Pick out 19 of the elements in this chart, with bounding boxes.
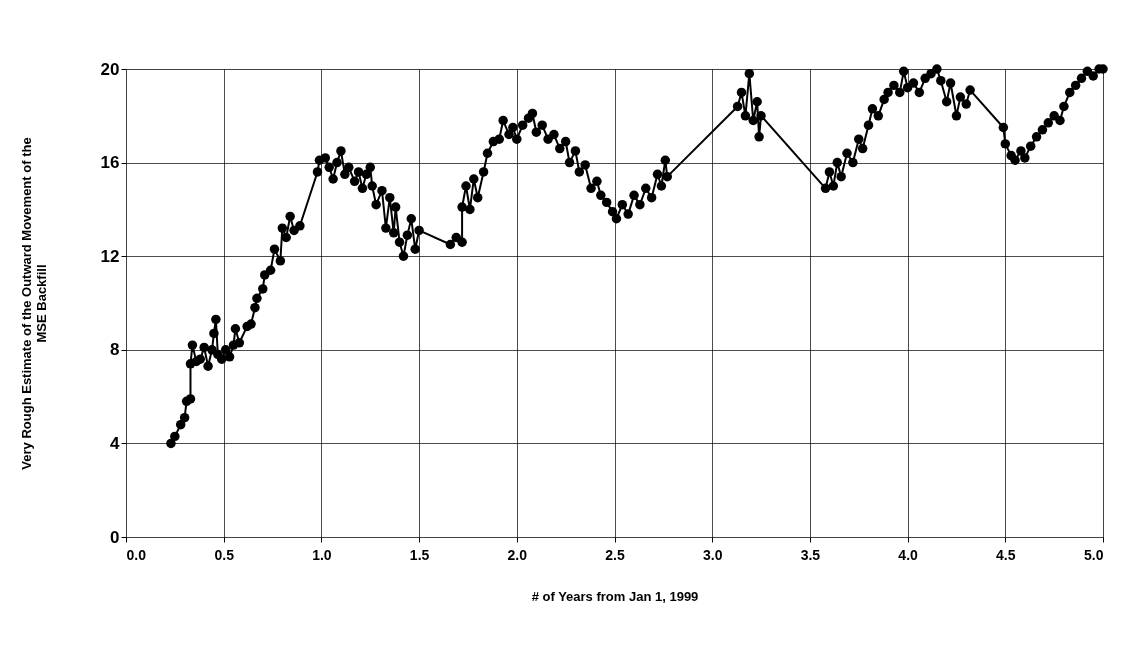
x-axis-title: # of Years from Jan 1, 1999 xyxy=(531,588,699,604)
x-tick-label: 0.0 xyxy=(126,546,147,563)
x-tick-label: 5.0 xyxy=(1084,546,1104,563)
x-tick-label: 1.5 xyxy=(409,546,430,563)
x-tick-label: 2.5 xyxy=(605,546,625,563)
x-tick-label: 2.0 xyxy=(507,546,528,563)
x-tick-label: 4.0 xyxy=(898,546,919,563)
x-tick-label: 1.0 xyxy=(312,546,332,563)
y-tick-label: 12 xyxy=(100,246,120,266)
y-axis-title: Very Rough Estimate of the Outward Movement of the MSE Backfill xyxy=(18,137,49,470)
y-tick-label: 16 xyxy=(100,153,120,173)
x-tick-label: 0.5 xyxy=(214,546,235,563)
x-tick-label: 4.5 xyxy=(996,546,1016,563)
x-tick-label: 3.5 xyxy=(800,546,821,563)
y-tick-label: 8 xyxy=(110,340,120,360)
y-tick-label: 20 xyxy=(100,59,120,79)
x-tick-label: 3.0 xyxy=(702,546,723,563)
y-tick-label: 0 xyxy=(110,527,120,547)
y-tick-label: 4 xyxy=(110,433,121,453)
